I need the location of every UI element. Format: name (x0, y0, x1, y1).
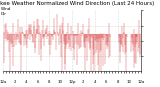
Text: Milwaukee Weather Normalized Wind Direction (Last 24 Hours): Milwaukee Weather Normalized Wind Direct… (0, 1, 154, 6)
Text: 10: 10 (58, 80, 63, 84)
Text: 6: 6 (105, 80, 108, 84)
Text: 12a: 12a (137, 80, 144, 84)
Text: Wind
Dir: Wind Dir (1, 7, 11, 16)
Text: 8: 8 (48, 80, 50, 84)
Text: 2: 2 (13, 80, 16, 84)
Text: 12p: 12p (68, 80, 76, 84)
Text: 2: 2 (82, 80, 85, 84)
Text: 6: 6 (36, 80, 39, 84)
Text: 8: 8 (117, 80, 119, 84)
Text: 10: 10 (127, 80, 132, 84)
Text: 4: 4 (94, 80, 96, 84)
Text: 12a: 12a (0, 80, 7, 84)
Text: 4: 4 (25, 80, 27, 84)
